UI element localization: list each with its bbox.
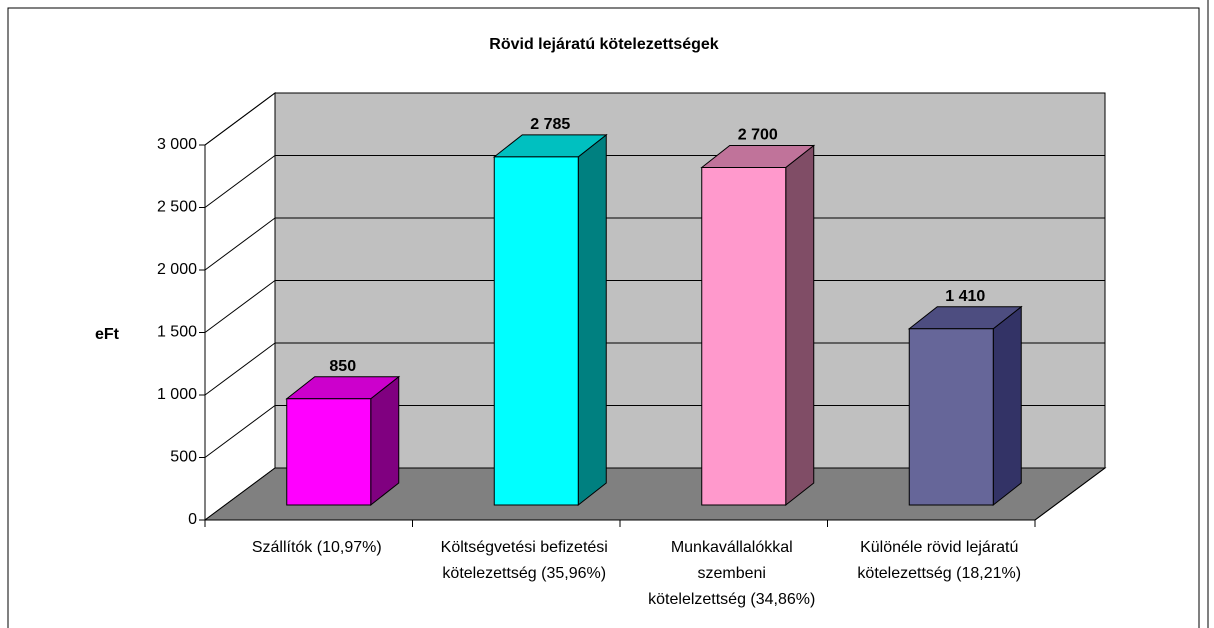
value-label: 1 410 [945, 288, 985, 305]
grid-line [204, 405, 276, 458]
grid-line [204, 155, 276, 208]
y-tick-label: 2 500 [157, 199, 197, 216]
frame [7, 7, 1200, 628]
x-tick-label: Szállítók (10,97%) [252, 539, 382, 556]
floor-edge [1034, 467, 1106, 521]
x-tick-label: Költségvetési befizetési kötelezettség (3… [441, 539, 608, 582]
value-label: 850 [329, 358, 356, 375]
grid-line [204, 92, 276, 146]
value-label: 2 700 [738, 127, 778, 144]
y-tick-label: 0 [188, 511, 197, 528]
value-label: 2 785 [530, 116, 570, 133]
x-tick-label: Különéle rövid lejáratú kötelezettség (18… [857, 539, 1021, 582]
y-tick-label: 1 500 [157, 324, 197, 341]
bar [701, 167, 787, 506]
bar [286, 398, 372, 506]
y-tick-label: 1 000 [157, 386, 197, 403]
y-tick-label: 2 000 [157, 261, 197, 278]
grid-line [204, 217, 276, 271]
bar [493, 156, 579, 506]
y-tick-label: 500 [170, 449, 197, 466]
chart-title: Rövid lejáratú kötelezettségek [489, 36, 719, 53]
bar-side [992, 305, 1022, 507]
x-tick-label: Munkavállalókkal szembeni kötelelzettség (… [648, 539, 815, 608]
grid-line [204, 280, 276, 333]
bar-side [785, 144, 815, 507]
y-axis-label: eFt [95, 326, 120, 343]
bar [908, 328, 994, 506]
bar-side [577, 133, 607, 507]
y-tick-label: 3 000 [157, 136, 197, 153]
grid-line [204, 342, 276, 396]
